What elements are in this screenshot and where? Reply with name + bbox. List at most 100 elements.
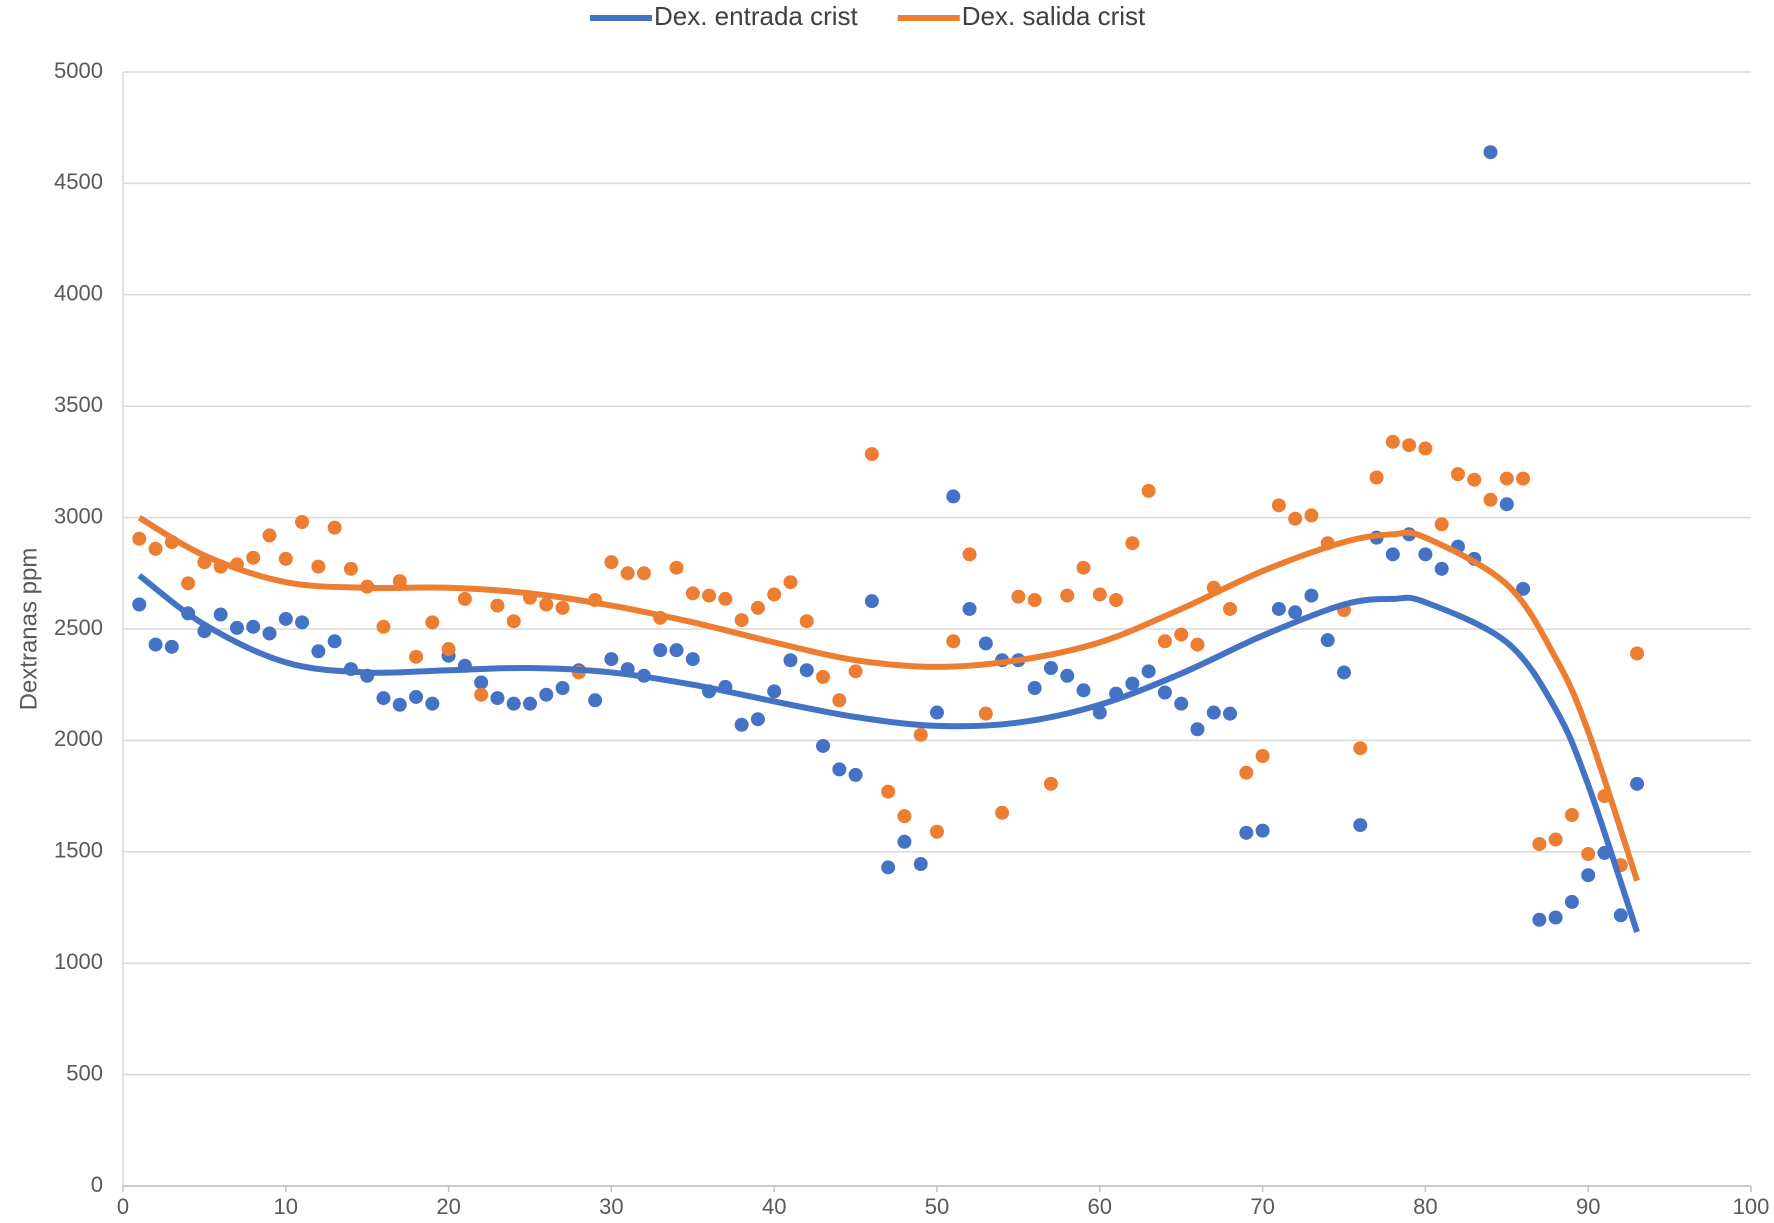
point	[1630, 776, 1645, 791]
point	[376, 691, 391, 706]
point	[1027, 681, 1042, 696]
point	[327, 634, 342, 649]
point	[1385, 434, 1400, 449]
point	[636, 566, 651, 581]
point	[734, 613, 749, 628]
point	[457, 591, 472, 606]
point	[734, 717, 749, 732]
point	[1630, 646, 1645, 661]
point	[1320, 633, 1335, 648]
point	[1581, 847, 1596, 862]
point	[246, 550, 261, 565]
point	[1499, 497, 1514, 512]
point	[1532, 912, 1547, 927]
point	[832, 693, 847, 708]
point	[1304, 588, 1319, 603]
x-tick-label: 30	[599, 1194, 623, 1219]
point	[409, 649, 424, 664]
point	[132, 531, 147, 546]
trendline	[137, 573, 1640, 933]
point	[783, 575, 798, 590]
point	[262, 626, 277, 641]
point	[848, 767, 863, 782]
point	[1564, 808, 1579, 823]
point	[1434, 561, 1449, 576]
point	[1402, 438, 1417, 453]
point	[1483, 492, 1498, 507]
point	[1125, 536, 1140, 551]
x-tick-label: 40	[762, 1194, 786, 1219]
point	[816, 669, 831, 684]
point	[946, 489, 961, 504]
y-tick-label: 1500	[54, 838, 103, 863]
point	[181, 576, 196, 591]
point	[1581, 868, 1596, 883]
point	[474, 687, 489, 702]
point	[262, 528, 277, 543]
point	[962, 547, 977, 562]
point	[1271, 601, 1286, 616]
point	[278, 551, 293, 566]
point	[148, 637, 163, 652]
point	[1434, 517, 1449, 532]
point	[1190, 637, 1205, 652]
point	[1190, 722, 1205, 737]
point	[425, 615, 440, 630]
point	[1141, 664, 1156, 679]
point	[750, 712, 765, 727]
legend-label: Dex. entrada crist	[654, 1, 859, 31]
point	[1255, 823, 1270, 838]
point	[1174, 627, 1189, 642]
point	[1239, 825, 1254, 840]
point	[930, 705, 944, 720]
point	[1011, 589, 1026, 604]
point	[1548, 832, 1563, 847]
point	[897, 834, 912, 849]
point	[864, 447, 879, 462]
point	[1206, 705, 1221, 720]
point	[1483, 145, 1498, 160]
point	[311, 559, 326, 574]
point	[669, 643, 684, 658]
point	[132, 597, 147, 612]
y-tick-label: 0	[91, 1172, 103, 1197]
x-tick-label: 20	[436, 1194, 460, 1219]
point	[1288, 605, 1303, 620]
point	[620, 566, 635, 581]
point	[1255, 748, 1270, 763]
point	[1548, 910, 1563, 925]
point	[506, 614, 521, 629]
point	[832, 762, 847, 777]
point	[799, 614, 814, 629]
point	[1418, 547, 1433, 562]
y-tick-label: 4500	[54, 169, 103, 194]
point	[913, 727, 928, 742]
point	[327, 520, 342, 535]
point	[1613, 908, 1628, 923]
point	[490, 691, 505, 706]
point	[523, 696, 537, 711]
point	[995, 805, 1010, 820]
point	[213, 607, 228, 622]
point	[1043, 776, 1058, 791]
point	[848, 664, 863, 679]
point	[474, 675, 489, 690]
x-tick-label: 90	[1576, 1194, 1600, 1219]
point	[604, 652, 619, 667]
legend-label: Dex. salida crist	[962, 1, 1146, 31]
point	[164, 639, 179, 654]
point	[702, 588, 717, 603]
point	[978, 706, 993, 721]
point	[1076, 683, 1091, 698]
point	[490, 598, 505, 613]
point	[1337, 665, 1351, 680]
point	[881, 784, 896, 799]
point	[392, 697, 407, 712]
y-axis-label: Dextranas ppm	[15, 548, 42, 711]
point	[1353, 741, 1368, 756]
point	[1516, 581, 1531, 596]
point	[425, 696, 440, 711]
y-tick-label: 3000	[54, 503, 103, 528]
point	[1223, 601, 1238, 616]
point	[1157, 634, 1172, 649]
